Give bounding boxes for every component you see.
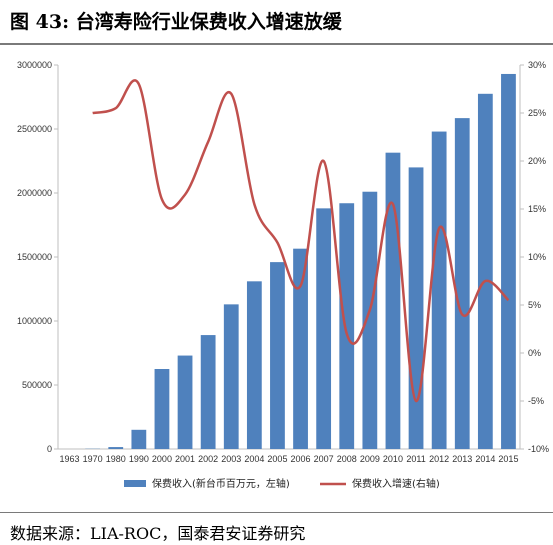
bar bbox=[223, 304, 239, 449]
x-tick-label: 1970 bbox=[83, 454, 103, 464]
bar bbox=[154, 369, 170, 449]
legend-label-bar: 保费收入(新台币百万元，左轴) bbox=[152, 477, 290, 490]
x-tick-label: 1963 bbox=[60, 454, 80, 464]
x-tick-label: 1990 bbox=[129, 454, 149, 464]
x-tick-label: 2000 bbox=[152, 454, 172, 464]
y-right-tick-label: 5% bbox=[528, 300, 541, 310]
x-tick-label: 2012 bbox=[429, 454, 449, 464]
bar bbox=[431, 131, 447, 449]
growth-rate-line bbox=[92, 79, 510, 403]
y-right-tick-label: 0% bbox=[528, 348, 541, 358]
y-left-tick-label: 500000 bbox=[22, 380, 52, 390]
y-right-tick-label: -10% bbox=[528, 444, 549, 454]
bar bbox=[177, 355, 193, 449]
x-tick-label: 2002 bbox=[198, 454, 218, 464]
x-tick-label: 2008 bbox=[337, 454, 357, 464]
x-tick-label: 1980 bbox=[106, 454, 126, 464]
source-note: 数据来源：LIA-ROC，国泰君安证券研究 bbox=[10, 524, 306, 543]
bar bbox=[246, 281, 262, 449]
x-tick-label: 2014 bbox=[475, 454, 495, 464]
x-tick-label: 2004 bbox=[244, 454, 264, 464]
x-tick-label: 2003 bbox=[221, 454, 241, 464]
bar bbox=[131, 429, 147, 449]
y-left-tick-label: 2500000 bbox=[17, 124, 52, 134]
x-tick-label: 2007 bbox=[314, 454, 334, 464]
bar bbox=[108, 447, 124, 449]
x-tick-label: 2011 bbox=[406, 454, 425, 464]
bar bbox=[362, 191, 378, 449]
y-right-tick-label: -5% bbox=[528, 396, 544, 406]
x-tick-label: 2015 bbox=[498, 454, 518, 464]
top-rule bbox=[0, 43, 553, 45]
bar bbox=[501, 73, 516, 450]
bottom-rule bbox=[0, 512, 553, 513]
bar bbox=[339, 203, 355, 449]
y-left-tick-label: 2000000 bbox=[17, 188, 52, 198]
y-left-tick-label: 1000000 bbox=[17, 316, 52, 326]
bar bbox=[477, 93, 493, 450]
y-left-tick-label: 1500000 bbox=[17, 252, 52, 262]
figure-label: 图 bbox=[10, 11, 30, 33]
y-right-tick-label: 15% bbox=[528, 204, 546, 214]
y-left-tick-label: 3000000 bbox=[17, 60, 52, 70]
y-right-tick-label: 20% bbox=[528, 156, 546, 166]
x-tick-label: 2013 bbox=[452, 454, 472, 464]
x-tick-label: 2006 bbox=[291, 454, 311, 464]
x-tick-label: 2001 bbox=[175, 454, 195, 464]
chart-title: 图 43: 台湾寿险行业保费收入增速放缓 bbox=[10, 7, 342, 34]
y-right-tick-label: 10% bbox=[528, 252, 546, 262]
x-tick-label: 2005 bbox=[267, 454, 287, 464]
figure-number: 43: bbox=[35, 11, 70, 33]
x-tick-label: 2010 bbox=[383, 454, 403, 464]
bar bbox=[316, 208, 332, 449]
bar bbox=[385, 152, 401, 449]
figure-title-text: 台湾寿险行业保费收入增速放缓 bbox=[75, 11, 342, 33]
chart-area: 0 500000 1000000 1500000 2000000 2500000 30000… bbox=[17, 60, 549, 490]
bar bbox=[454, 118, 470, 450]
bar bbox=[200, 335, 216, 449]
bar bbox=[270, 262, 285, 449]
y-left-tick-label: 0 bbox=[47, 444, 52, 454]
y-right-tick-label: 30% bbox=[528, 60, 546, 70]
bar bbox=[293, 248, 308, 449]
legend-label-line: 保费收入增速(右轴) bbox=[352, 477, 440, 490]
legend-swatch-bar bbox=[124, 480, 146, 487]
bar bbox=[408, 167, 424, 449]
x-tick-label: 2009 bbox=[360, 454, 380, 464]
y-right-tick-label: 25% bbox=[528, 108, 546, 118]
